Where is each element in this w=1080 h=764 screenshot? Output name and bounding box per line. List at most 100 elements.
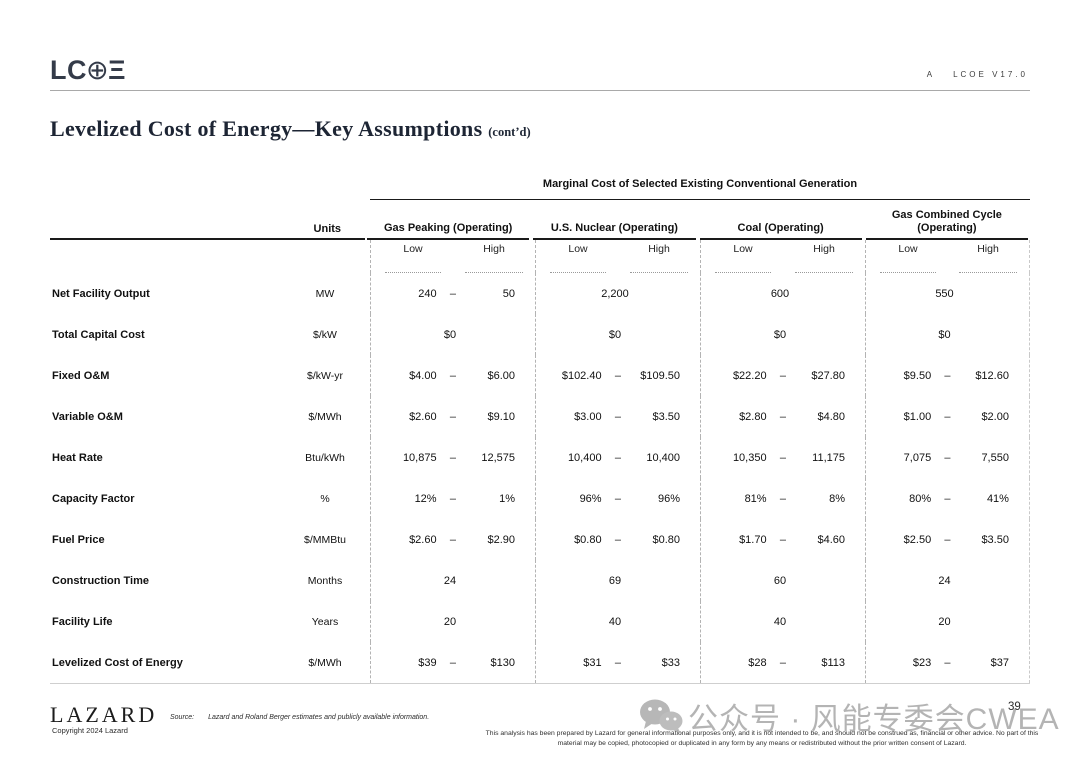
row-label: Net Facility Output xyxy=(52,287,150,300)
cell-high-value: 10,400 xyxy=(646,451,680,464)
spanner-header: Marginal Cost of Selected Existing Conve… xyxy=(370,178,1030,200)
cell-low-value: 240 xyxy=(418,287,437,300)
range-dash: – xyxy=(944,369,951,382)
row-unit: $/MWh xyxy=(308,656,342,669)
disclaimer-line2: advice. No part of this material may be … xyxy=(557,730,1039,748)
value-cell: 40 xyxy=(700,601,865,642)
range-dash: – xyxy=(614,410,622,423)
value-cell: $0 xyxy=(370,314,535,355)
value-cell: 20 xyxy=(370,601,535,642)
value-cell: 550 xyxy=(865,273,1030,314)
low-subheader: Low xyxy=(880,243,936,273)
logo-text-lc: LC xyxy=(50,55,87,85)
row-label: Heat Rate xyxy=(52,451,103,464)
row-label: Capacity Factor xyxy=(52,492,135,505)
row-label: Facility Life xyxy=(52,615,113,628)
value-cell: $2.60– $9.10 xyxy=(370,396,535,437)
cell-single-value: 60 xyxy=(773,574,787,587)
cell-low-value: $2.60 xyxy=(409,533,437,546)
value-cell: 600 xyxy=(700,273,865,314)
cell-single-value: 69 xyxy=(608,574,622,587)
lazard-logo: LAZARD xyxy=(50,702,158,727)
logo-text-e: Ξ xyxy=(108,55,127,85)
value-cell: 20 xyxy=(865,601,1030,642)
cell-single-value: 40 xyxy=(773,615,787,628)
cell-single-value: $0 xyxy=(773,328,787,341)
cell-single-value: $0 xyxy=(443,328,457,341)
value-cell: $1.70– $4.60 xyxy=(700,519,865,560)
range-dash: – xyxy=(449,410,457,423)
value-cell: 2,200 xyxy=(535,273,700,314)
copyright-text: Copyright 2024 Lazard xyxy=(52,726,128,735)
row-label: Variable O&M xyxy=(52,410,123,423)
row-label: Construction Time xyxy=(52,574,149,587)
cell-high-value: $33 xyxy=(661,656,680,669)
cell-single-value: 24 xyxy=(938,574,951,587)
page-title-main: Levelized Cost of Energy—Key Assumptions xyxy=(50,116,483,141)
cell-high-value: 41% xyxy=(986,492,1009,505)
row-unit: % xyxy=(320,492,330,505)
range-dash: – xyxy=(779,410,787,423)
cell-high-value: 96% xyxy=(657,492,680,505)
header-divider xyxy=(50,90,1030,91)
value-cell: $1.00– $2.00 xyxy=(865,396,1030,437)
value-cell: 96% –96% xyxy=(535,478,700,519)
watermark-text: 公众号 · 风能专委会CWEA xyxy=(688,703,1060,736)
range-dash: – xyxy=(614,492,622,505)
row-unit: $/kW xyxy=(313,328,337,341)
range-dash: – xyxy=(779,369,787,382)
cell-single-value: 40 xyxy=(608,615,622,628)
row-unit: MW xyxy=(315,287,335,300)
cell-high-value: 1% xyxy=(499,492,515,505)
column-group-label: Coal (Operating) xyxy=(737,221,824,234)
table-row: Capacity Factor% 12% –1% 96% –96% 81% –8% 80% –4… xyxy=(50,478,1030,519)
table-body: Net Facility Output MW 240–50 2,200 600 550 To… xyxy=(50,273,1030,683)
high-subheader: High xyxy=(959,243,1017,273)
cell-single-value: 550 xyxy=(935,287,954,300)
row-unit: Months xyxy=(307,574,343,587)
page-number: 39 xyxy=(1008,701,1021,713)
cell-low-value: $9.50 xyxy=(903,369,932,382)
column-group-label: Gas Peaking (Operating) xyxy=(383,221,513,234)
table-row: Total Capital Cost $/kW $0 $0 $0 $0 xyxy=(50,314,1030,355)
range-dash: – xyxy=(779,533,787,546)
range-dash: – xyxy=(944,451,951,464)
range-dash: – xyxy=(944,492,951,505)
table-row: Levelized Cost of Energy $/MWh $39– $130 $31… xyxy=(50,642,1030,683)
row-unit: $/MWh xyxy=(308,410,342,423)
cell-low-value: $3.00 xyxy=(574,410,602,423)
column-group-header: Coal (Operating) xyxy=(699,200,862,240)
cell-low-value: $2.80 xyxy=(739,410,767,423)
high-subheader: High xyxy=(795,243,853,273)
subheader-row: Low High Low High Low High Low High xyxy=(50,240,1030,273)
cell-low-value: 10,875 xyxy=(402,451,437,464)
cell-low-value: 10,400 xyxy=(567,451,602,464)
range-dash: – xyxy=(779,492,787,505)
table-row: Facility Life Years 20 40 40 20 xyxy=(50,601,1030,642)
column-group-header: Gas Combined Cycle (Operating) xyxy=(865,200,1028,240)
table-row: Construction Time Months 24 69 60 24 xyxy=(50,560,1030,601)
cell-low-value: 80% xyxy=(909,492,932,505)
subheader-cell: Low High xyxy=(535,240,700,273)
table-bottom-rule xyxy=(50,683,1030,684)
cell-single-value: 600 xyxy=(770,287,790,300)
value-cell: $2.80– $4.80 xyxy=(700,396,865,437)
table-row: Net Facility Output MW 240– 50 2,200 600 550 xyxy=(50,273,1030,314)
cell-low-value: $4.00 xyxy=(409,369,437,382)
cell-single-value: 24 xyxy=(443,574,457,587)
range-dash: – xyxy=(944,656,951,669)
row-unit: $/MMBtu xyxy=(303,533,346,546)
cell-high-value: $2.90 xyxy=(487,533,515,546)
value-cell: 10,875– 12,575 xyxy=(370,437,535,478)
lcoe-logo: LC ⊕ Ξ xyxy=(50,55,126,86)
spanner-row: Marginal Cost of Selected Existing Conve… xyxy=(50,178,1030,200)
value-cell: $4.00– $6.00 xyxy=(370,355,535,396)
group-header-row: Units Gas Peaking (Operating) U.S. Nuclea… xyxy=(50,200,1030,240)
range-dash: – xyxy=(614,656,622,669)
range-dash: – xyxy=(614,451,622,464)
cell-low-value: $0.80 xyxy=(574,533,602,546)
source-text: Lazard and Roland Berger estimates and p… xyxy=(208,714,430,721)
value-cell: $0 xyxy=(535,314,700,355)
value-cell: $102.40– $109.50 xyxy=(535,355,700,396)
cell-low-value: 96% xyxy=(579,492,602,505)
